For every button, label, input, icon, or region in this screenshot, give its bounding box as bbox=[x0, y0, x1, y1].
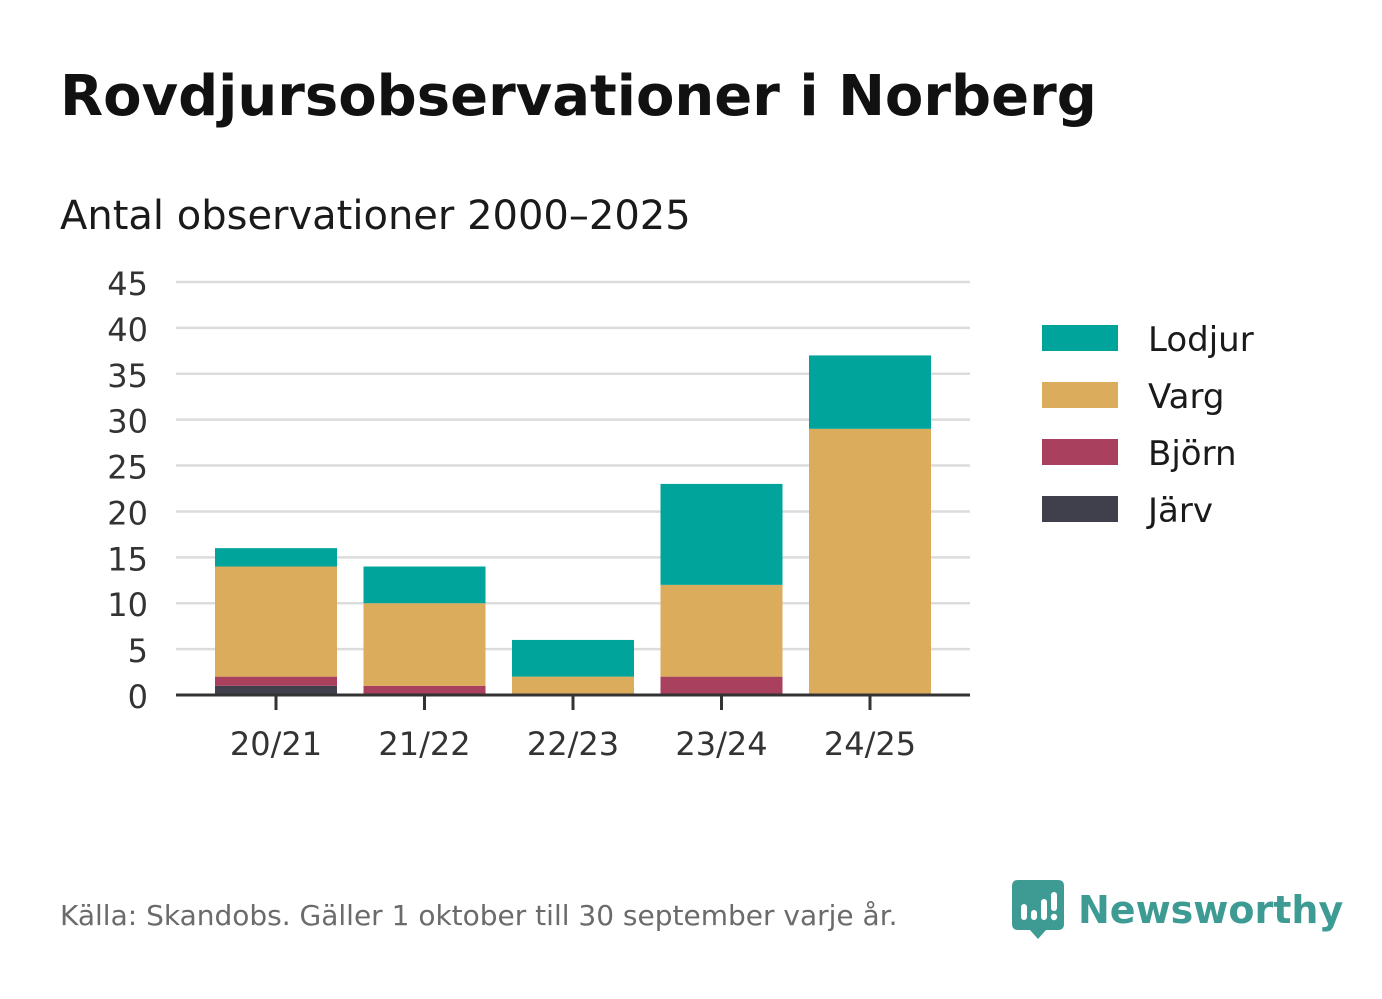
bar-varg-20-21 bbox=[215, 566, 337, 677]
bar-lodjur-22-23 bbox=[512, 639, 634, 677]
source-note: Källa: Skandobs. Gäller 1 oktober till 3… bbox=[60, 899, 898, 932]
bar-varg-23-24 bbox=[660, 584, 783, 677]
y-tick-label-10: 10 bbox=[107, 586, 148, 624]
brand-name: Newsworthy bbox=[1078, 888, 1344, 932]
legend: Lodjur Varg Björn Järv bbox=[1042, 320, 1254, 531]
x-axis bbox=[176, 693, 970, 710]
bar-björn-23-24 bbox=[660, 676, 783, 695]
y-tick-label-40: 40 bbox=[107, 311, 148, 349]
chart-subtitle: Antal observationer 2000–2025 bbox=[60, 193, 691, 239]
bars bbox=[215, 355, 931, 695]
chart-bubble-icon bbox=[1012, 880, 1064, 939]
bar-varg-22-23 bbox=[512, 676, 634, 695]
bar-varg-21-22 bbox=[363, 603, 486, 686]
bar-björn-20-21 bbox=[215, 676, 337, 686]
y-tick-label-35: 35 bbox=[107, 357, 148, 395]
bar-lodjur-21-22 bbox=[363, 566, 486, 604]
bar-lodjur-24-25 bbox=[809, 355, 931, 429]
y-tick-label-30: 30 bbox=[107, 403, 148, 441]
page-title: Rovdjursobservationer i Norberg bbox=[60, 64, 1097, 129]
y-tick-label-25: 25 bbox=[107, 449, 148, 487]
x-tick-label-20-21: 20/21 bbox=[230, 725, 322, 763]
y-tick-label-0: 0 bbox=[128, 678, 148, 716]
bar-lodjur-23-24 bbox=[660, 483, 783, 585]
x-tick-label-23-24: 23/24 bbox=[675, 725, 767, 763]
bar-björn-21-22 bbox=[363, 685, 486, 695]
x-axis-tick-labels: 20/21 21/22 22/23 23/24 24/25 bbox=[230, 725, 916, 763]
y-tick-label-15: 15 bbox=[107, 540, 148, 578]
legend-swatch-björn bbox=[1042, 439, 1118, 465]
x-tick-label-21-22: 21/22 bbox=[378, 725, 470, 763]
legend-label-björn: Björn bbox=[1148, 434, 1237, 474]
brand-logo[interactable]: Newsworthy bbox=[1012, 879, 1343, 941]
x-tick-label-24-25: 24/25 bbox=[824, 725, 916, 763]
legend-swatch-varg bbox=[1042, 382, 1118, 408]
bar-lodjur-20-21 bbox=[215, 548, 337, 567]
y-tick-label-5: 5 bbox=[128, 632, 148, 670]
legend-label-lodjur: Lodjur bbox=[1148, 320, 1254, 360]
x-tick-label-22-23: 22/23 bbox=[527, 725, 619, 763]
legend-swatch-järv bbox=[1042, 496, 1118, 522]
bar-varg-24-25 bbox=[809, 428, 931, 695]
y-tick-label-20: 20 bbox=[107, 494, 148, 532]
y-tick-label-45: 45 bbox=[107, 265, 148, 303]
bar-järv-20-21 bbox=[215, 685, 337, 695]
y-axis-tick-labels: 0 5 10 15 20 25 30 35 40 45 bbox=[107, 265, 148, 716]
legend-swatch-lodjur bbox=[1042, 325, 1118, 351]
legend-label-varg: Varg bbox=[1148, 377, 1224, 417]
legend-label-järv: Järv bbox=[1146, 491, 1213, 531]
